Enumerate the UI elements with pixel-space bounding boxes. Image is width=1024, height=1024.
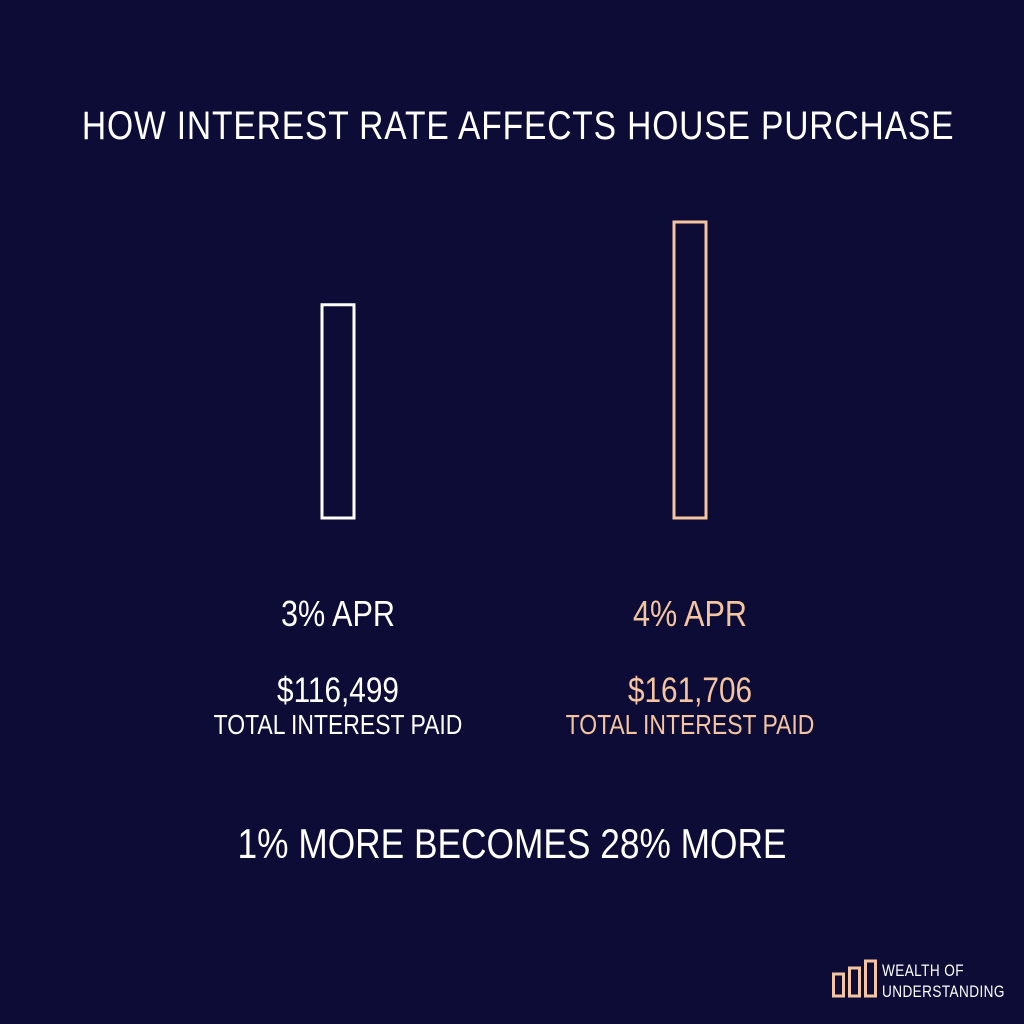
category-label: 3% APR bbox=[281, 593, 395, 634]
brand-name: WEALTH OF UNDERSTANDING bbox=[882, 960, 1005, 1002]
column-4pct: 4% APR $161,706 TOTAL INTEREST PAID bbox=[520, 585, 860, 755]
bar-chart-icon bbox=[832, 959, 877, 998]
footer-note: 1% MORE BECOMES 28% MORE bbox=[237, 820, 787, 867]
bars-group bbox=[320, 220, 708, 520]
value-caption: TOTAL INTEREST PAID bbox=[565, 709, 815, 740]
value-caption: TOTAL INTEREST PAID bbox=[213, 709, 463, 740]
value-label: $116,499 bbox=[277, 671, 399, 710]
chart-area bbox=[320, 220, 708, 520]
brand-line-1: WEALTH OF bbox=[882, 961, 964, 980]
bar-3pct-apr bbox=[320, 303, 356, 520]
brand-logo: WEALTH OF UNDERSTANDING bbox=[832, 958, 1012, 1004]
chart-title: HOW INTEREST RATE AFFECTS HOUSE PURCHASE bbox=[81, 104, 955, 148]
column-3pct: 3% APR $116,499 TOTAL INTEREST PAID bbox=[168, 585, 508, 755]
brand-line-2: UNDERSTANDING bbox=[882, 982, 1005, 1001]
bar-4pct-apr bbox=[672, 220, 708, 520]
value-label: $161,706 bbox=[627, 671, 753, 710]
category-label: 4% APR bbox=[633, 593, 747, 634]
